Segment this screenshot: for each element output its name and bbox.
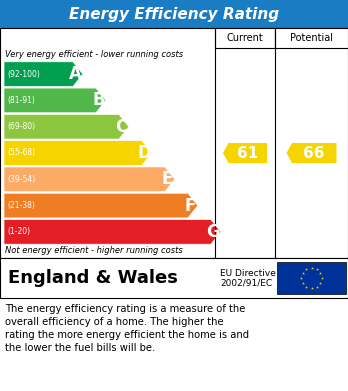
Polygon shape (286, 143, 337, 163)
Text: (21-38): (21-38) (7, 201, 35, 210)
Text: B: B (92, 91, 105, 109)
Text: 66: 66 (303, 145, 325, 160)
Polygon shape (4, 141, 152, 165)
Polygon shape (4, 219, 221, 244)
Bar (275, 28, 348, 48)
Text: A: A (69, 65, 82, 83)
Text: F: F (185, 197, 196, 215)
Text: (69-80): (69-80) (7, 122, 35, 131)
Text: Very energy efficient - lower running costs: Very energy efficient - lower running co… (5, 50, 183, 59)
Text: England & Wales: England & Wales (8, 269, 178, 287)
Text: overall efficiency of a home. The higher the: overall efficiency of a home. The higher… (5, 317, 224, 327)
Text: EU Directive: EU Directive (220, 269, 276, 278)
Text: D: D (137, 144, 151, 162)
Text: 2002/91/EC: 2002/91/EC (220, 278, 272, 287)
Polygon shape (4, 62, 83, 86)
Polygon shape (4, 115, 129, 139)
Text: C: C (115, 118, 128, 136)
Polygon shape (223, 143, 267, 163)
Text: (1-20): (1-20) (7, 227, 30, 236)
Text: (81-91): (81-91) (7, 96, 35, 105)
Text: G: G (206, 223, 220, 241)
Text: (92-100): (92-100) (7, 70, 40, 79)
Bar (0, 0, 348, 28)
Text: Potential: Potential (290, 33, 333, 43)
Text: the lower the fuel bills will be.: the lower the fuel bills will be. (5, 343, 155, 353)
Text: E: E (162, 170, 173, 188)
Text: rating the more energy efficient the home is and: rating the more energy efficient the hom… (5, 330, 249, 340)
Bar (0, 258, 348, 298)
Text: (39-54): (39-54) (7, 175, 35, 184)
Text: Current: Current (227, 33, 263, 43)
Polygon shape (4, 167, 175, 192)
Text: Not energy efficient - higher running costs: Not energy efficient - higher running co… (5, 246, 183, 255)
Text: (55-68): (55-68) (7, 149, 35, 158)
Polygon shape (4, 88, 106, 113)
Bar (215, 28, 275, 48)
Text: 61: 61 (237, 145, 258, 160)
Text: Energy Efficiency Rating: Energy Efficiency Rating (69, 7, 279, 22)
Bar (0, 28, 348, 258)
Polygon shape (4, 193, 198, 218)
Bar (277, 262, 346, 294)
Text: The energy efficiency rating is a measure of the: The energy efficiency rating is a measur… (5, 304, 245, 314)
